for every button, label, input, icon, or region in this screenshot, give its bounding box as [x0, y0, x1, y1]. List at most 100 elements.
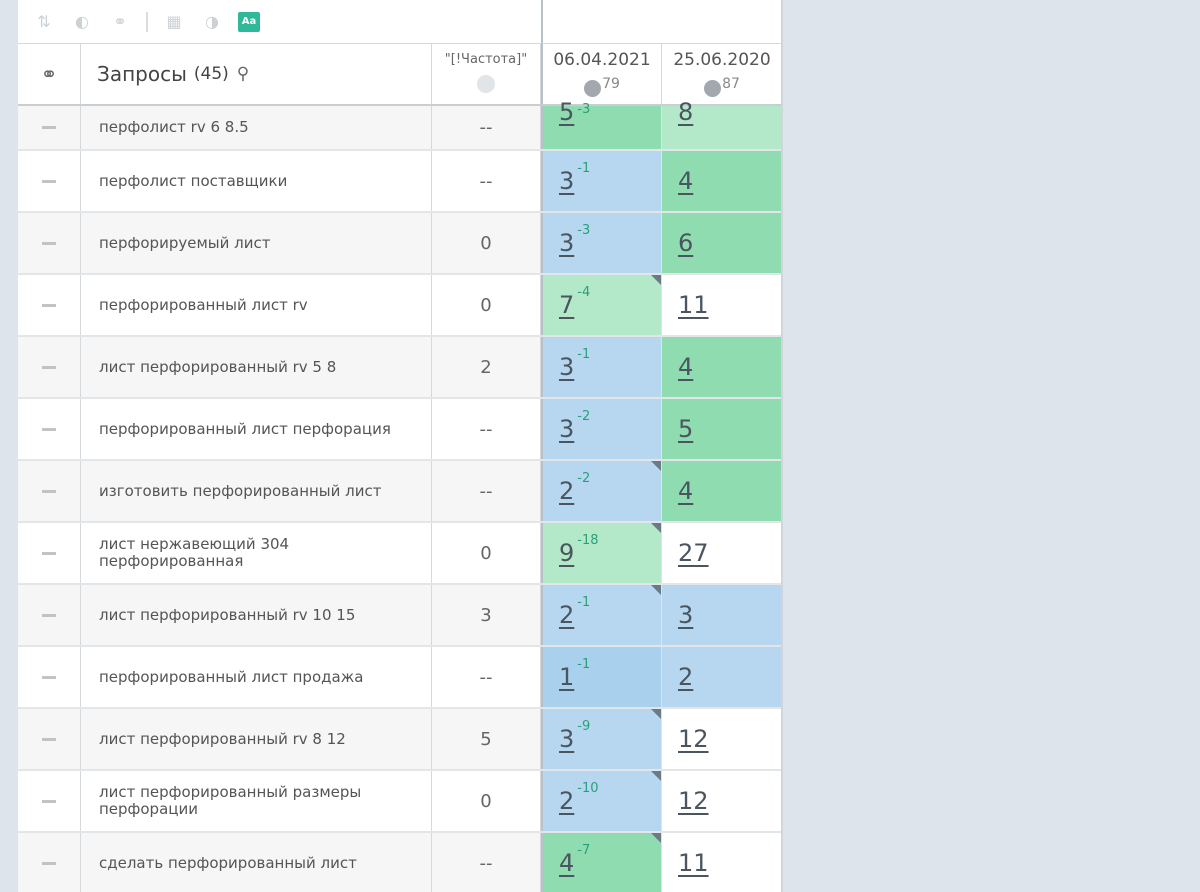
position-link[interactable]: 7 — [559, 291, 575, 319]
position-cell-date2: 27 — [662, 523, 781, 583]
position-link[interactable]: 6 — [678, 229, 694, 257]
position-link[interactable]: 2 — [559, 787, 575, 815]
position-link[interactable]: 4 — [678, 167, 694, 195]
position-cell-date1: 3 -2 — [541, 399, 662, 459]
remove-query-button[interactable] — [18, 833, 81, 892]
position-change: -10 — [577, 781, 599, 796]
toggle-icon[interactable]: ◐ — [75, 12, 89, 31]
position-link[interactable]: 1 — [559, 663, 575, 691]
corner-marker — [651, 771, 661, 781]
position-cell-date2: 8 — [662, 98, 781, 149]
search-engine-icon — [704, 80, 722, 97]
position-link[interactable]: 3 — [559, 415, 575, 443]
remove-query-button[interactable] — [18, 523, 81, 583]
contrast-icon[interactable]: ◑ — [205, 12, 219, 31]
position-link[interactable]: 4 — [678, 353, 694, 381]
position-link[interactable]: 9 — [559, 539, 575, 567]
query-text: лист перфорированный rv 5 8 — [81, 337, 432, 397]
corner-marker — [651, 833, 661, 843]
link-column-icon[interactable]: ⚭ — [18, 44, 81, 104]
position-change: -9 — [577, 719, 591, 734]
position-cell-date2: 12 — [662, 709, 781, 769]
remove-query-button[interactable] — [18, 647, 81, 707]
table-icon[interactable]: ▦ — [166, 12, 182, 31]
position-link[interactable]: 3 — [559, 725, 575, 753]
position-link[interactable]: 27 — [678, 539, 709, 567]
remove-query-button[interactable] — [18, 213, 81, 273]
frequency-value: -- — [432, 106, 541, 149]
date-column-header-1[interactable]: 06.04.2021 79 — [541, 44, 662, 104]
toolbar-dates-area — [541, 0, 781, 44]
frequency-value: -- — [432, 399, 541, 459]
table-row: перфорированный лист продажа -- 1 -1 2 — [18, 647, 781, 709]
query-text: перфолист rv 6 8.5 — [81, 106, 432, 149]
frequency-value: 0 — [432, 771, 541, 831]
position-link[interactable]: 3 — [678, 601, 694, 629]
table-row: лист перфорированный размеры перфорации 0… — [18, 771, 781, 833]
table-header: ⚭ Запросы (45) ⚲ "[!Частота]" 06.04.2021… — [18, 44, 781, 106]
position-link[interactable]: 5 — [678, 415, 694, 443]
position-link[interactable]: 3 — [559, 167, 575, 195]
table-body: перфолист rv 6 8.5 -- 5 -3 8 перфолист постав… — [18, 98, 781, 892]
remove-query-button[interactable] — [18, 771, 81, 831]
link-icon[interactable]: ⚭ — [113, 12, 127, 31]
query-text: лист нержавеющий 304 перфорированная — [81, 523, 432, 583]
remove-query-button[interactable] — [18, 337, 81, 397]
position-link[interactable]: 4 — [559, 849, 575, 877]
position-cell-date1: 3 -3 — [541, 213, 662, 273]
position-link[interactable]: 11 — [678, 849, 709, 877]
position-change: -3 — [577, 102, 591, 117]
position-link[interactable]: 8 — [678, 98, 694, 126]
query-column-header[interactable]: Запросы (45) ⚲ — [81, 44, 432, 104]
remove-query-button[interactable] — [18, 151, 81, 211]
remove-query-button[interactable] — [18, 709, 81, 769]
search-icon[interactable]: ⚲ — [236, 64, 250, 84]
position-change: -4 — [577, 285, 591, 300]
position-cell-date2: 12 — [662, 771, 781, 831]
position-cell-date1: 1 -1 — [541, 647, 662, 707]
frequency-value: 0 — [432, 523, 541, 583]
position-cell-date2: 3 — [662, 585, 781, 645]
position-change: -1 — [577, 657, 591, 672]
table-row: перфолист rv 6 8.5 -- 5 -3 8 — [18, 98, 781, 151]
position-cell-date1: 5 -3 — [541, 98, 662, 149]
query-text: изготовить перфорированный лист — [81, 461, 432, 521]
position-change: -3 — [577, 223, 591, 238]
position-link[interactable]: 11 — [678, 291, 709, 319]
query-text: сделать перфорированный лист — [81, 833, 432, 892]
remove-query-button[interactable] — [18, 399, 81, 459]
position-link[interactable]: 12 — [678, 725, 709, 753]
position-link[interactable]: 12 — [678, 787, 709, 815]
position-cell-date1: 2 -1 — [541, 585, 662, 645]
position-cell-date2: 4 — [662, 337, 781, 397]
date-1-count: 79 — [602, 76, 620, 92]
query-text: перфорированный лист продажа — [81, 647, 432, 707]
position-link[interactable]: 3 — [559, 229, 575, 257]
font-icon[interactable]: Aa — [238, 11, 260, 32]
position-link[interactable]: 4 — [678, 477, 694, 505]
table-row: изготовить перфорированный лист -- 2 -2 4 — [18, 461, 781, 523]
date-column-header-2[interactable]: 25.06.2020 87 — [662, 44, 781, 104]
frequency-value: 0 — [432, 275, 541, 335]
sort-icon[interactable]: ⇅ — [37, 12, 51, 31]
remove-query-button[interactable] — [18, 275, 81, 335]
position-link[interactable]: 2 — [559, 601, 575, 629]
remove-query-button[interactable] — [18, 106, 81, 149]
remove-query-button[interactable] — [18, 461, 81, 521]
position-cell-date1: 2 -10 — [541, 771, 662, 831]
frequency-value: 2 — [432, 337, 541, 397]
position-link[interactable]: 5 — [559, 98, 575, 126]
position-cell-date1: 2 -2 — [541, 461, 662, 521]
remove-query-button[interactable] — [18, 585, 81, 645]
table-row: перфолист поставщики -- 3 -1 4 — [18, 151, 781, 213]
position-cell-date2: 2 — [662, 647, 781, 707]
frequency-column-header[interactable]: "[!Частота]" — [432, 44, 541, 104]
query-text: перфолист поставщики — [81, 151, 432, 211]
position-change: -2 — [577, 471, 591, 486]
query-text: лист перфорированный rv 8 12 — [81, 709, 432, 769]
position-link[interactable]: 3 — [559, 353, 575, 381]
query-text: перфорированный лист rv — [81, 275, 432, 335]
frequency-value: 3 — [432, 585, 541, 645]
position-link[interactable]: 2 — [678, 663, 694, 691]
position-link[interactable]: 2 — [559, 477, 575, 505]
